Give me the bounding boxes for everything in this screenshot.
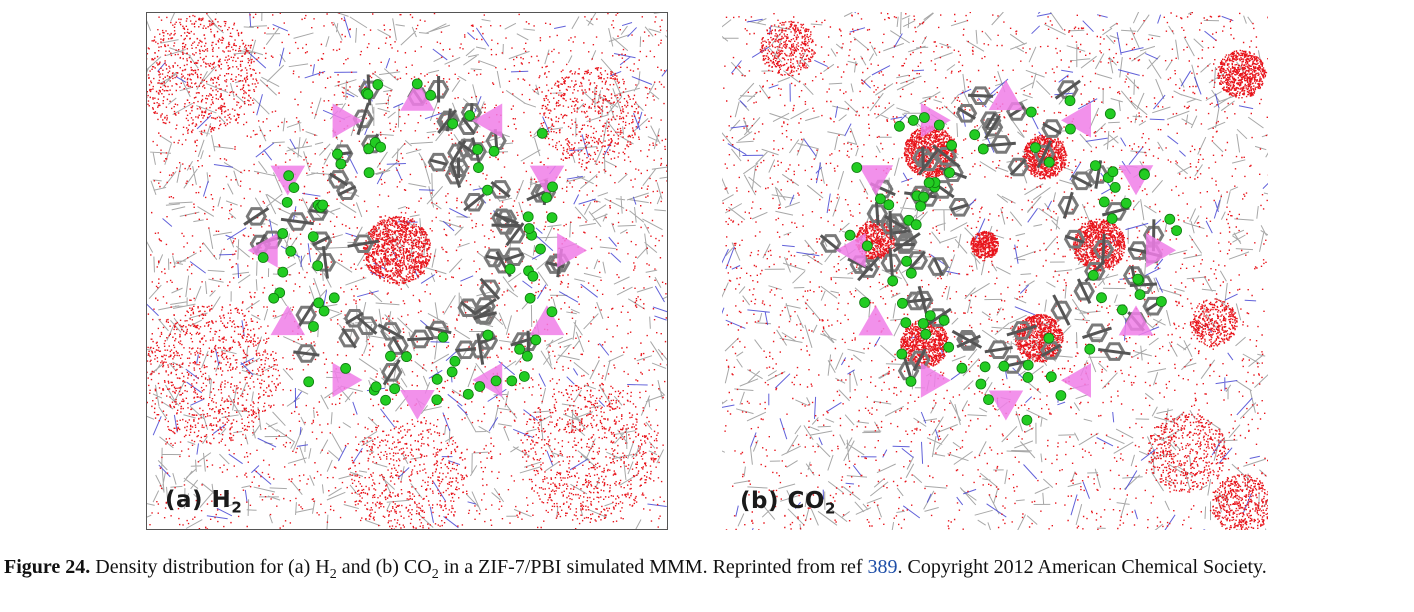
reference-link[interactable]: 389 (867, 556, 898, 578)
panel-b-simulation-image (722, 12, 1268, 530)
panel-b-label: (b) CO2 (740, 488, 836, 518)
figure-caption: Figure 24. Density distribution for (a) … (4, 556, 1267, 582)
panel-a-label: (a) H2 (165, 487, 243, 517)
figure-number: Figure 24. (4, 556, 91, 578)
panel-a-simulation-image (147, 13, 667, 529)
panel-b-co2-density: (b) CO2 (722, 12, 1268, 530)
panel-a-h2-density: (a) H2 (146, 12, 668, 530)
